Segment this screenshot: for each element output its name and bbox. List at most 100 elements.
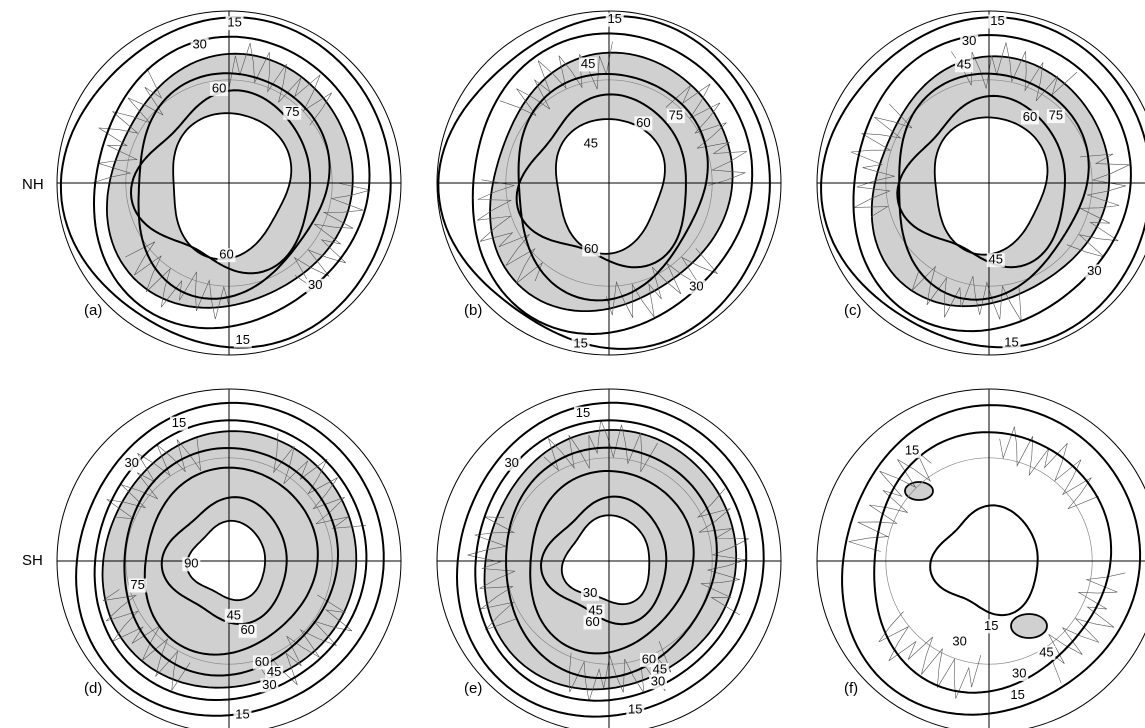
map-panel: 15 15 30 45 30 15 (f): [816, 388, 1145, 728]
panel-label: (b): [464, 302, 482, 319]
contour-label: 45: [584, 135, 598, 150]
map-border: [56, 10, 402, 356]
contour-label: 45: [989, 252, 1003, 267]
map-panel: 15 45 45 60 75 60 30 15 (b): [436, 10, 782, 356]
map-border: [56, 388, 402, 728]
contour-label: 60: [642, 651, 656, 666]
map-panel: 15 30 45 60 75 45 30 15 (c): [816, 10, 1145, 356]
contour-label: 30: [1012, 665, 1026, 680]
shaded-region: [489, 51, 734, 312]
contour-label: 15: [905, 443, 919, 458]
map-border: [436, 388, 782, 728]
map-content: [817, 389, 1145, 728]
row-label: NH: [22, 176, 44, 193]
contour-label: 45: [1039, 644, 1053, 659]
contour-label-bg: [233, 333, 252, 348]
contour-label-bg: [648, 675, 667, 690]
coastline: [467, 516, 517, 631]
contour-label-bg: [238, 623, 257, 638]
contour-label-bg: [217, 248, 236, 263]
contour-label: 45: [588, 602, 602, 617]
contour-label-bg: [169, 416, 188, 431]
panel-label: (a): [84, 302, 102, 319]
contour-label-bg: [1002, 336, 1021, 351]
contour-label-bg: [1008, 688, 1027, 703]
shaded-region: [1010, 613, 1048, 639]
contour-label-bg: [233, 708, 252, 723]
coastline: [102, 589, 191, 691]
contour-label: 90: [184, 556, 198, 571]
contour-label: 15: [172, 415, 186, 430]
contour-label-bg: [265, 665, 284, 680]
contour-label: 60: [1023, 109, 1037, 124]
contour-label: 75: [669, 108, 683, 123]
coastline: [911, 265, 1022, 321]
contour-label: 60: [240, 622, 254, 637]
contour-label: 15: [227, 15, 241, 30]
contour-label-bg: [988, 14, 1007, 29]
contour-label-bg: [986, 253, 1005, 268]
shaded-region: [483, 429, 738, 691]
contour-label: 30: [192, 36, 206, 51]
contour-label-bg: [687, 280, 706, 295]
coastline: [499, 41, 613, 116]
contour-label: 30: [262, 677, 276, 692]
contour-label: 15: [628, 701, 642, 716]
contour-label: 30: [689, 279, 703, 294]
contour-label-bg: [306, 278, 325, 293]
contour-label: 30: [583, 585, 597, 600]
contour-label-bg: [960, 34, 979, 49]
contour-label: 15: [576, 405, 590, 420]
contour-label-bg: [571, 336, 590, 351]
row-label: SH: [22, 552, 43, 569]
coastline: [605, 248, 718, 318]
contour-label: 75: [130, 577, 144, 592]
contour-label-bg: [182, 557, 201, 572]
map-content: [57, 11, 401, 355]
contour-label: 30: [504, 455, 518, 470]
panel-label: (d): [84, 680, 102, 697]
contour-label: 15: [236, 332, 250, 347]
contour-label-bg: [579, 57, 598, 72]
coastline: [878, 611, 982, 699]
coastline: [951, 42, 1078, 102]
contour-label: 60: [585, 614, 599, 629]
map-content: [437, 389, 781, 728]
contour-label-bg: [586, 603, 605, 618]
contour-label-bg: [581, 586, 600, 601]
map-content: [437, 11, 781, 355]
contour-label-bg: [1021, 110, 1040, 125]
contour-label-bg: [1037, 645, 1056, 660]
contour-label: 75: [1049, 108, 1063, 123]
contour-line: [929, 504, 1039, 617]
coastline: [850, 103, 913, 218]
contour-label-bg: [190, 38, 209, 53]
contour-label: 15: [984, 618, 998, 633]
coastline: [106, 437, 201, 520]
contour-label: 15: [1010, 687, 1024, 702]
contour-label-bg: [605, 12, 624, 27]
coastline: [293, 182, 371, 287]
contour-label: 60: [636, 115, 650, 130]
contour-label-bg: [225, 16, 244, 31]
contour-label-bg: [634, 116, 653, 131]
coastline: [273, 433, 367, 529]
map-content: [57, 389, 401, 728]
contour-label: 15: [607, 11, 621, 26]
contour-label-bg: [582, 242, 601, 257]
map-border: [816, 10, 1145, 356]
coastline: [848, 450, 932, 552]
contour-label-bg: [1046, 109, 1065, 124]
coastline: [1066, 153, 1130, 258]
contour-label: 45: [581, 56, 595, 71]
coastline: [696, 488, 749, 616]
contour-label-bg: [122, 456, 141, 471]
coastline: [543, 419, 658, 473]
contour-label-bg: [950, 634, 969, 649]
panel-label: (f): [844, 680, 858, 697]
contour-label: 45: [227, 607, 241, 622]
contour-label-bg: [581, 137, 600, 152]
